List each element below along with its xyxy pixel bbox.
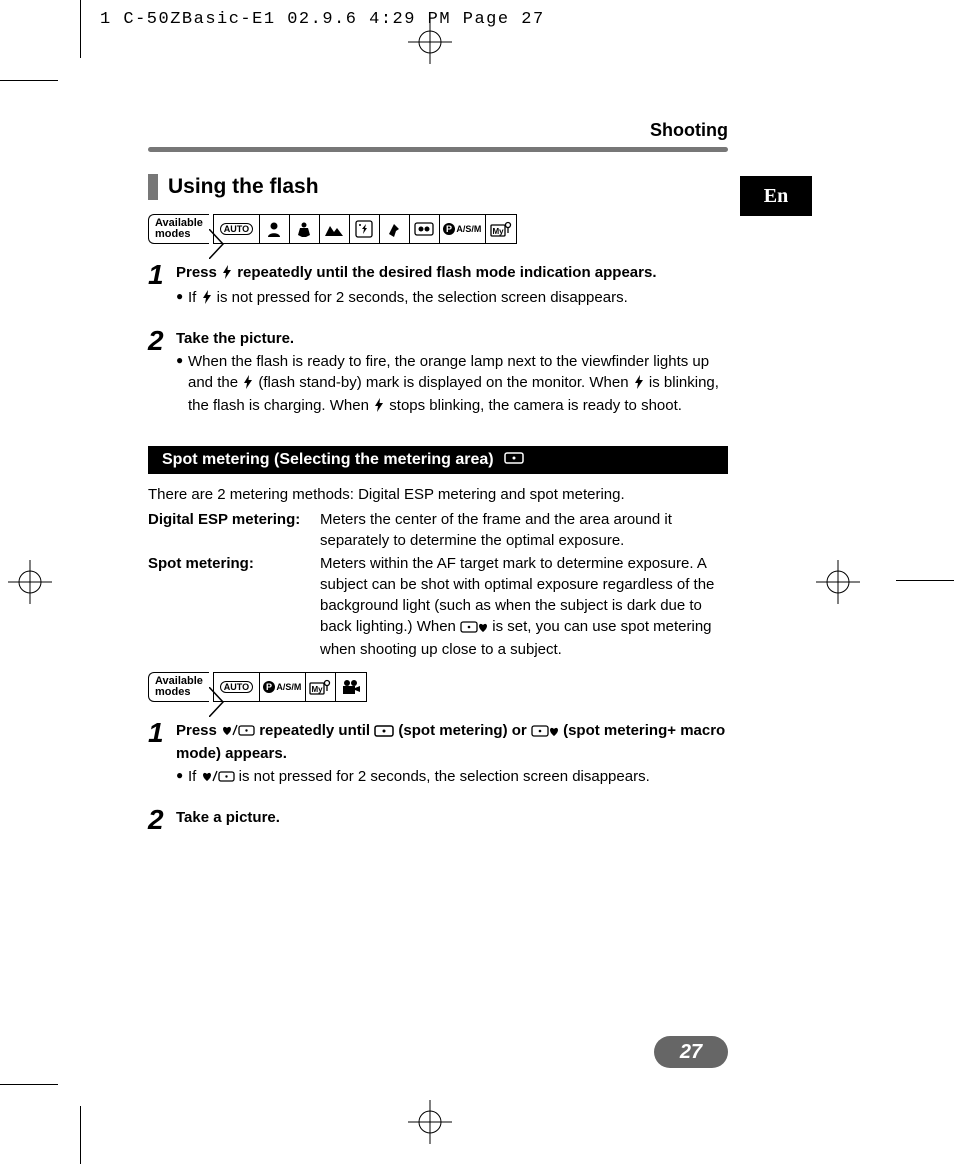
mode-auto-icon: AUTO [214,673,260,701]
subsection-header: Spot metering (Selecting the metering ar… [148,446,728,474]
modes-label: Available modes [148,214,209,244]
definition-body: Meters within the AF target mark to dete… [320,553,728,660]
definition-term: Spot metering: [148,553,320,660]
section-bar-icon [148,174,158,200]
flash-icon [633,374,645,395]
mode-pasm-icon: PA/S/M [440,215,486,243]
mode-cells: AUTO PA/S/M My [213,214,517,244]
spot-meter-icon [374,722,394,743]
step-number: 1 [148,262,176,310]
step-2: 2 Take a picture. [148,807,728,832]
modes-label-line2: modes [155,229,203,240]
step-lead: Take the picture. [176,330,294,347]
subsection-title: Spot metering (Selecting the metering ar… [162,451,494,469]
flash-icon [201,289,213,310]
macro-spot-icon [221,722,255,743]
spot-macro-icon [460,618,488,639]
bullet: ● When the flash is ready to fire, the o… [176,351,728,418]
mode-landscape-icon [320,215,350,243]
bullet: ● If is not pressed for 2 seconds, the s… [176,287,656,310]
svg-text:P: P [446,224,452,234]
crop-mark [80,1106,81,1164]
mode-movie-icon [336,673,366,701]
flash-icon [373,397,385,418]
chapter-title: Shooting [148,120,728,141]
svg-text:My: My [492,227,504,236]
registration-mark-icon [816,560,860,604]
spot-macro-icon [531,722,559,743]
registration-mark-icon [408,1100,452,1144]
mode-my-icon: My [486,215,516,243]
page-number: 27 [654,1036,728,1068]
step-1: 1 Press repeatedly until the desired fla… [148,262,728,310]
crop-mark [896,580,954,581]
step-2: 2 Take the picture. ● When the flash is … [148,328,728,418]
definition-row: Spot metering: Meters within the AF targ… [148,553,728,660]
step-1: 1 Press repeatedly until (spot metering)… [148,720,728,789]
section-header: Using the flash [148,174,728,200]
divider [148,147,728,152]
available-modes-row: Available modes AUTO PA/S/M My [148,214,728,244]
step-lead: Take a picture. [176,809,280,826]
svg-text:My: My [312,685,324,694]
definition-body: Meters the center of the frame and the a… [320,509,728,551]
step-body: Take the picture. ● When the flash is re… [176,328,728,418]
definition-row: Digital ESP metering: Meters the center … [148,509,728,551]
macro-spot-icon [201,768,235,789]
mode-portrait-icon [260,215,290,243]
mode-sports-icon [290,215,320,243]
step-lead: Press repeatedly until the desired flash… [176,264,656,281]
modes-label-line2: modes [155,687,203,698]
crop-mark [0,1084,58,1085]
mode-movie-icon [410,215,440,243]
definition-term: Digital ESP metering: [148,509,320,551]
crop-mark [80,0,81,58]
flash-icon [221,264,233,285]
registration-mark-icon [8,560,52,604]
bullet: ● If is not pressed for 2 seconds, the s… [176,766,728,789]
step-body: Take a picture. [176,807,280,832]
print-job-header: 1 C-50ZBasic-E1 02.9.6 4:29 PM Page 27 [100,10,545,29]
spot-meter-icon [504,451,524,469]
language-tab: En [740,176,812,216]
svg-text:P: P [266,682,272,692]
mode-self-icon [380,215,410,243]
mode-my-icon: My [306,673,336,701]
mode-night-icon [350,215,380,243]
available-modes-row: Available modes AUTO PA/S/M My [148,672,728,702]
modes-label: Available modes [148,672,209,702]
section-title: Using the flash [168,175,319,199]
intro-text: There are 2 metering methods: Digital ES… [148,484,728,505]
step-number: 2 [148,807,176,832]
crop-mark [0,80,58,81]
step-lead: Press repeatedly until (spot metering) o… [176,722,725,762]
step-body: Press repeatedly until (spot metering) o… [176,720,728,789]
step-body: Press repeatedly until the desired flash… [176,262,656,310]
step-number: 1 [148,720,176,789]
mode-cells: AUTO PA/S/M My [213,672,367,702]
page-content: Shooting Using the flash Available modes… [148,120,728,850]
step-number: 2 [148,328,176,418]
mode-pasm-icon: PA/S/M [260,673,306,701]
flash-icon [242,374,254,395]
mode-auto-icon: AUTO [214,215,260,243]
